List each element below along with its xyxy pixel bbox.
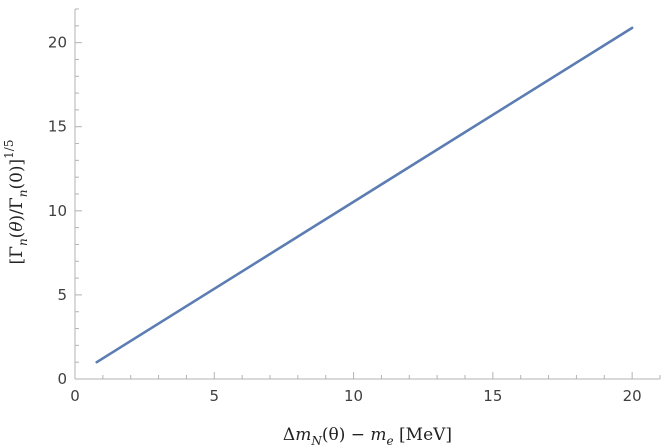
y-tick-label: 15 (48, 118, 67, 136)
x-tick-label: 0 (70, 387, 80, 405)
series-layer (95, 26, 634, 364)
x-tick-label: 5 (210, 387, 220, 405)
x-tick-label: 10 (344, 387, 363, 405)
x-axis-title: ΔmN(θ) − me [MeV] (283, 425, 452, 447)
y-tick-label: 0 (57, 370, 67, 388)
x-tick-label: 15 (483, 387, 502, 405)
y-tick-label: 20 (48, 34, 67, 52)
y-tick-label: 10 (48, 202, 67, 220)
ticks: 0 5 10 15 20 0 5 10 15 20 (48, 8, 661, 405)
y-tick-label: 5 (57, 286, 67, 304)
x-tick-label: 20 (623, 387, 642, 405)
series-line (95, 26, 634, 364)
y-axis-title: [Γn(θ)/Γn(0)]1/5 (2, 140, 30, 265)
